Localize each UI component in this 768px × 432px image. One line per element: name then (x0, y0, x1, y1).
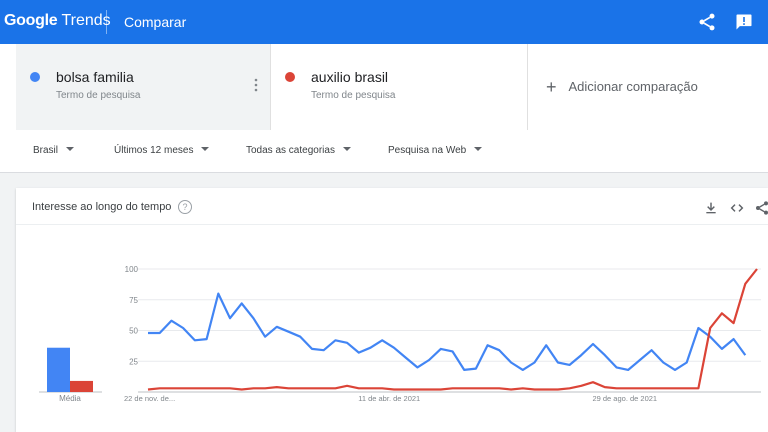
category-dropdown[interactable]: Todas as categorias (246, 145, 351, 156)
help-icon[interactable]: ? (178, 200, 192, 214)
term-color-dot (285, 72, 295, 82)
category-value: Todas as categorias (246, 145, 335, 156)
period-value: Últimos 12 meses (114, 145, 194, 156)
logo-google-text: Google (4, 12, 58, 29)
y-tick-label: 100 (125, 265, 139, 274)
x-tick-label: 29 de ago. de 2021 (592, 394, 657, 403)
caret-down-icon (474, 147, 483, 151)
feedback-icon[interactable] (734, 12, 754, 32)
share-icon[interactable] (754, 200, 768, 216)
region-value: Brasil (33, 145, 59, 156)
region-dropdown[interactable]: Brasil (33, 145, 75, 156)
y-tick-label: 25 (129, 357, 138, 366)
search-type-value: Pesquisa na Web (388, 145, 467, 156)
share-icon[interactable] (697, 12, 717, 32)
caret-down-icon (201, 147, 210, 151)
download-icon[interactable] (703, 200, 719, 216)
x-tick-label: 22 de nov. de... (124, 394, 175, 403)
add-comparison-label: Adicionar comparação (568, 79, 698, 94)
average-label: Média (59, 394, 81, 403)
top-bar: Google Trends Comparar (0, 0, 768, 44)
more-options-icon[interactable] (254, 78, 258, 92)
interest-chart: 100 75 50 25 22 de nov. de... 11 de abr. de 2… (39, 265, 761, 403)
search-type-dropdown[interactable]: Pesquisa na Web (388, 145, 483, 156)
term-name: bolsa familia (56, 69, 134, 85)
interest-over-time-card: Interesse ao longo do tempo ? 100 75 50 25 2… (16, 188, 768, 432)
filters-bar: Brasil Últimos 12 meses Todas as categor… (0, 130, 768, 173)
term-name: auxilio brasil (311, 69, 389, 85)
x-tick-label: 11 de abr. de 2021 (358, 394, 420, 403)
caret-down-icon (342, 147, 351, 151)
search-terms-panel: bolsa familia Termo de pesquisa auxilio … (0, 44, 768, 131)
plus-icon: + (546, 77, 557, 97)
series-line-bolsa-familia (148, 292, 747, 371)
add-comparison-button[interactable]: + Adicionar comparação (546, 77, 698, 98)
y-tick-label: 50 (129, 327, 138, 336)
header-divider (106, 10, 107, 34)
google-trends-logo[interactable]: Google Trends (4, 12, 111, 30)
card-divider (16, 224, 768, 225)
search-term-auxilio-brasil[interactable]: auxilio brasil Termo de pesquisa (271, 44, 528, 130)
term-type: Termo de pesquisa (311, 90, 396, 101)
series-line-auxilio-brasil (147, 268, 758, 391)
caret-down-icon (66, 147, 75, 151)
average-bar-bolsa-familia (47, 347, 70, 392)
y-tick-label: 75 (129, 296, 138, 305)
logo-trends-text: Trends (61, 12, 111, 29)
page-title: Comparar (124, 14, 187, 30)
embed-icon[interactable] (729, 200, 745, 216)
search-term-bolsa-familia[interactable]: bolsa familia Termo de pesquisa (16, 44, 271, 130)
average-bar-auxilio-brasil (70, 380, 93, 392)
period-dropdown[interactable]: Últimos 12 meses (114, 145, 210, 156)
card-title: Interesse ao longo do tempo (32, 201, 172, 213)
term-type: Termo de pesquisa (56, 90, 141, 101)
term-color-dot (30, 72, 40, 82)
